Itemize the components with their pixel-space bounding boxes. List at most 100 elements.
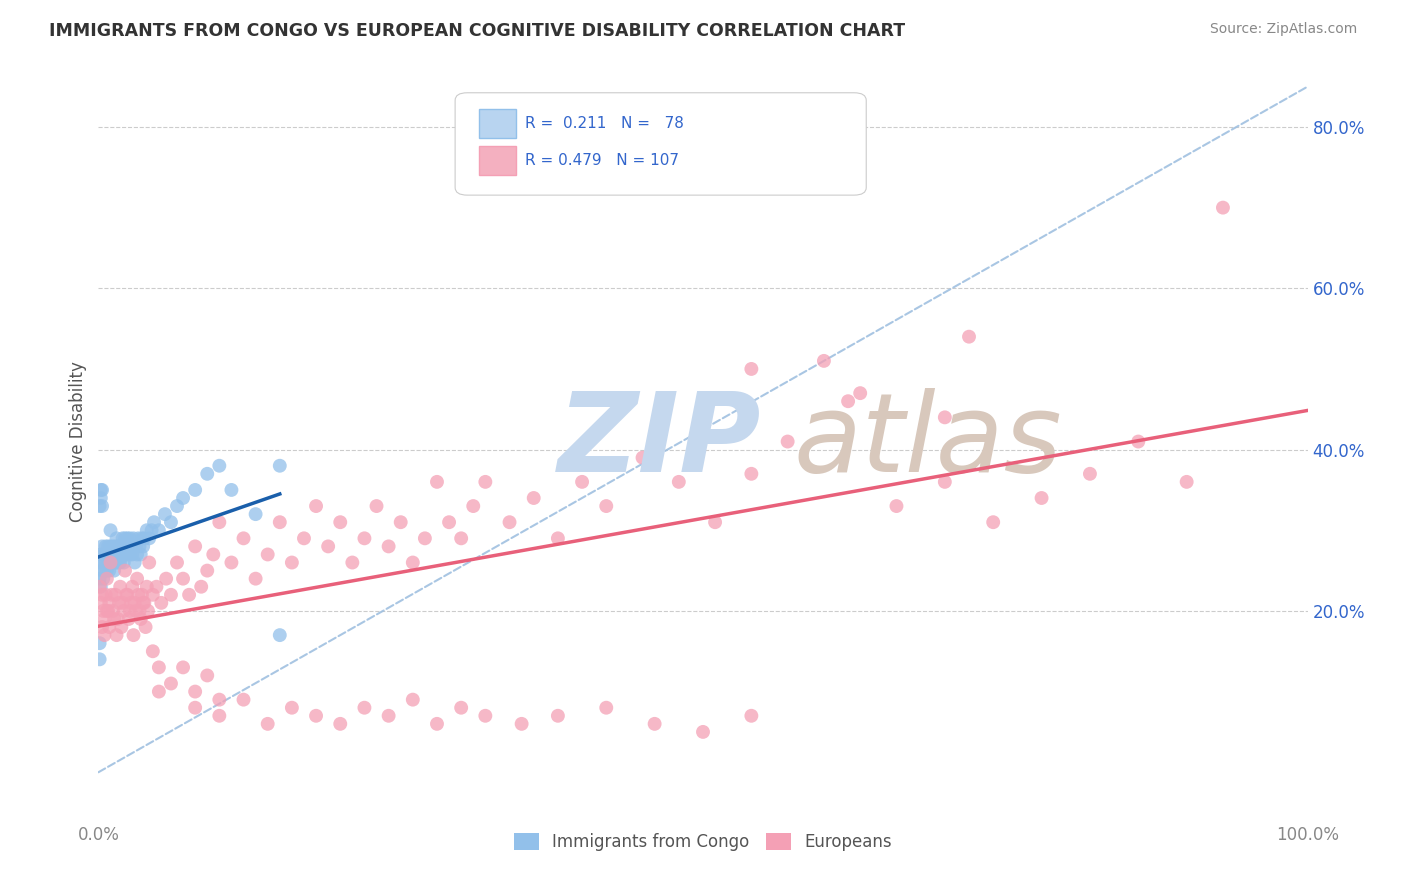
- Point: [245, 507, 267, 521]
- Point: [103, 564, 125, 578]
- Point: [256, 716, 278, 731]
- Point: [94, 556, 117, 570]
- Point: [98, 620, 121, 634]
- Point: [740, 467, 762, 481]
- Point: [450, 532, 472, 546]
- Point: [437, 515, 460, 529]
- Point: [127, 572, 149, 586]
- Point: [91, 588, 114, 602]
- Point: [100, 588, 122, 602]
- Point: [127, 588, 149, 602]
- Point: [89, 652, 111, 666]
- Point: [366, 499, 388, 513]
- Point: [342, 556, 364, 570]
- Point: [105, 548, 128, 562]
- Point: [121, 580, 143, 594]
- Point: [934, 410, 956, 425]
- Point: [353, 532, 375, 546]
- Point: [934, 475, 956, 489]
- Point: [93, 612, 115, 626]
- Point: [179, 588, 201, 602]
- Point: [127, 532, 149, 546]
- Point: [269, 628, 291, 642]
- Y-axis label: Cognitive Disability: Cognitive Disability: [69, 361, 87, 522]
- Point: [104, 588, 127, 602]
- Point: [292, 532, 315, 546]
- Point: [132, 596, 155, 610]
- Point: [129, 612, 152, 626]
- Point: [571, 475, 593, 489]
- Point: [510, 716, 533, 731]
- Point: [101, 604, 124, 618]
- Point: [100, 523, 122, 537]
- Point: [118, 548, 141, 562]
- Point: [96, 604, 118, 618]
- Point: [1175, 475, 1198, 489]
- Point: [91, 564, 114, 578]
- Point: [93, 548, 115, 562]
- Point: [269, 515, 291, 529]
- Point: [117, 548, 139, 562]
- Point: [595, 700, 617, 714]
- Point: [98, 564, 121, 578]
- Point: [377, 708, 399, 723]
- Point: [89, 499, 111, 513]
- Text: atlas: atlas: [793, 388, 1063, 495]
- Point: [103, 548, 125, 562]
- Point: [704, 515, 727, 529]
- Point: [98, 548, 121, 562]
- Text: ZIP: ZIP: [558, 388, 762, 495]
- Point: [110, 540, 132, 554]
- Point: [118, 604, 141, 618]
- Point: [668, 475, 690, 489]
- Point: [166, 556, 188, 570]
- Point: [128, 604, 150, 618]
- Point: [114, 548, 136, 562]
- Point: [813, 354, 835, 368]
- Point: [329, 515, 352, 529]
- Point: [426, 475, 449, 489]
- Point: [115, 588, 138, 602]
- Point: [110, 548, 132, 562]
- Point: [631, 450, 654, 465]
- Point: [195, 564, 218, 578]
- Point: [463, 499, 485, 513]
- Point: [124, 596, 146, 610]
- Text: Source: ZipAtlas.com: Source: ZipAtlas.com: [1209, 22, 1357, 37]
- Point: [148, 684, 170, 698]
- Point: [305, 499, 328, 513]
- Point: [105, 556, 128, 570]
- Point: [105, 532, 128, 546]
- Point: [91, 620, 114, 634]
- Point: [108, 556, 131, 570]
- Point: [221, 556, 243, 570]
- Point: [132, 540, 155, 554]
- Point: [316, 540, 339, 554]
- Point: [256, 548, 278, 562]
- Point: [595, 499, 617, 513]
- Point: [329, 716, 352, 731]
- Point: [100, 556, 122, 570]
- Point: [184, 700, 207, 714]
- Point: [155, 572, 177, 586]
- Point: [402, 692, 425, 706]
- Text: R = 0.479   N = 107: R = 0.479 N = 107: [526, 153, 679, 168]
- Point: [111, 548, 134, 562]
- Point: [202, 548, 225, 562]
- Point: [849, 386, 872, 401]
- Point: [523, 491, 546, 505]
- Point: [121, 548, 143, 562]
- Point: [120, 540, 142, 554]
- Point: [100, 548, 122, 562]
- Point: [547, 708, 569, 723]
- Point: [125, 540, 148, 554]
- Point: [143, 515, 166, 529]
- Point: [353, 700, 375, 714]
- Point: [208, 458, 231, 473]
- Point: [117, 532, 139, 546]
- Point: [103, 612, 125, 626]
- Point: [886, 499, 908, 513]
- Point: [94, 540, 117, 554]
- Point: [111, 532, 134, 546]
- Point: [122, 628, 145, 642]
